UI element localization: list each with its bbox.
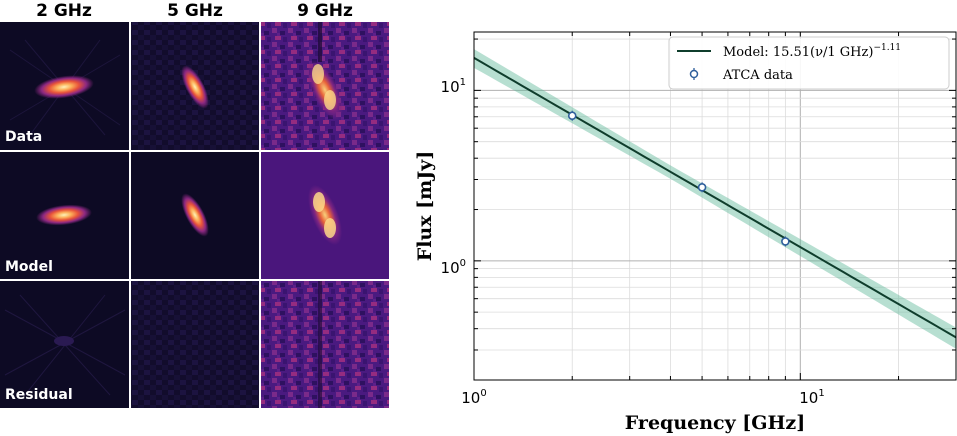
row-label-model: Model [5,259,53,275]
legend: Model: 15.51(ν/1 GHz)−1.11 ATCA data [668,36,950,90]
spectrum-plot: 100 101 101 100 Frequency [GHz] Flux [mJ… [414,31,957,434]
atca-data-points [567,110,790,247]
panel-row-residual: Residual [0,281,389,408]
grid-lines [473,32,957,381]
legend-data-swatch [689,68,699,80]
axis-ticks [473,32,957,381]
x-tick-label-1: 100 [461,388,486,407]
panel-row-model: Model [0,152,389,279]
y-tick-label-10: 101 [441,77,466,96]
data-point [697,183,707,192]
column-headers: 2 GHz 5 GHz 9 GHz [36,1,353,21]
row-label-data: Data [5,129,42,145]
image-residual-2ghz [0,281,129,408]
image-residual-9ghz [261,281,389,408]
image-model-5ghz [131,152,259,279]
legend-data-label: ATCA data [722,68,793,83]
image-model-2ghz [0,152,129,279]
x-tick-label-10: 101 [799,388,824,407]
model-line [474,57,956,339]
row-label-residual: Residual [5,387,73,403]
image-data-2ghz [0,22,129,150]
image-data-5ghz [131,22,259,150]
model-confidence-band [474,49,956,349]
svg-text:100: 100 [441,258,466,277]
svg-text:101: 101 [799,388,824,407]
y-axis-label: Flux [mJy] [414,151,436,262]
column-header-2ghz: 2 GHz [36,1,92,21]
svg-text:100: 100 [461,388,486,407]
svg-text:101: 101 [441,77,466,96]
image-data-9ghz [261,22,389,150]
legend-model-label: Model: 15.51(ν/1 GHz)−1.11 [723,43,901,60]
column-header-5ghz: 5 GHz [167,1,223,21]
image-model-9ghz [261,152,389,279]
y-tick-label-1: 100 [441,258,466,277]
plot-frame [473,31,957,381]
x-axis-label: Frequency [GHz] [625,412,805,434]
panel-row-data: Data [0,22,389,150]
image-residual-5ghz [131,281,259,408]
data-point [781,237,790,246]
legend-box [668,36,950,90]
data-point [567,111,577,121]
column-header-9ghz: 9 GHz [297,1,353,21]
